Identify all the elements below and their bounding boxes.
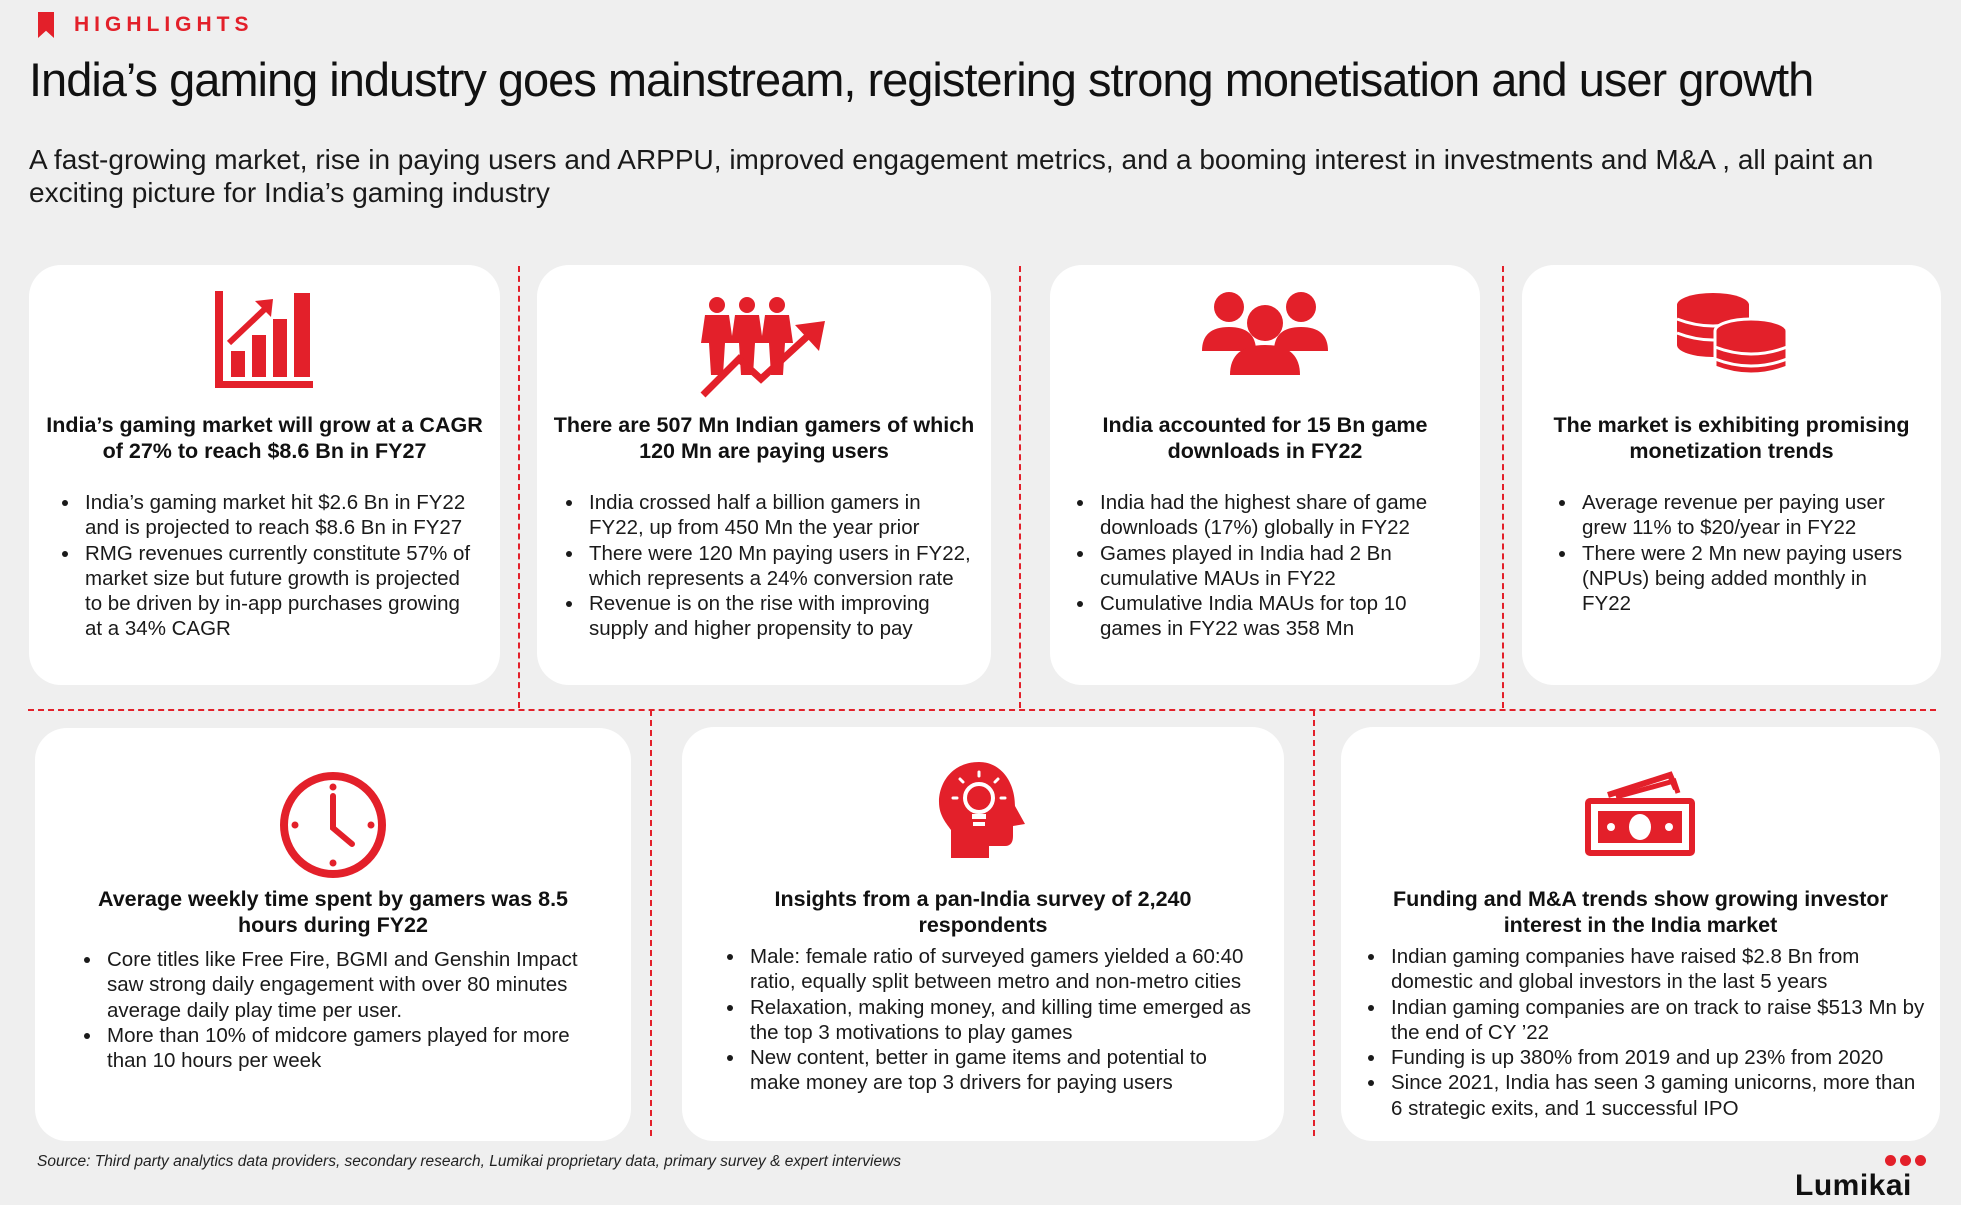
bookmark-icon bbox=[38, 12, 54, 38]
card-title: There are 507 Mn Indian gamers of which … bbox=[553, 413, 975, 463]
card-title: India accounted for 15 Bn game downloads… bbox=[1102, 413, 1428, 463]
card-bullets: India had the highest share of game down… bbox=[1064, 490, 1464, 642]
users-group-icon bbox=[1202, 292, 1328, 375]
logo-dots-icon bbox=[1885, 1155, 1926, 1166]
divider bbox=[1313, 710, 1315, 1136]
growth-bar-chart-icon bbox=[214, 291, 313, 388]
list-item: Indian gaming companies have raised $2.8… bbox=[1387, 944, 1926, 995]
head-lightbulb-icon bbox=[939, 762, 1025, 858]
list-item: Male: female ratio of surveyed gamers yi… bbox=[746, 944, 1254, 995]
list-item: More than 10% of midcore gamers played f… bbox=[103, 1023, 591, 1074]
source-note: Source: Third party analytics data provi… bbox=[37, 1153, 902, 1170]
list-item: Games played in India had 2 Bn cumulativ… bbox=[1096, 541, 1464, 592]
highlight-card-survey: Insights from a pan-India survey of 2,24… bbox=[682, 727, 1284, 1141]
divider bbox=[1502, 266, 1504, 708]
money-bills-icon bbox=[1584, 771, 1695, 856]
list-item: Funding is up 380% from 2019 and up 23% … bbox=[1387, 1045, 1926, 1070]
highlight-card-downloads: India accounted for 15 Bn game downloads… bbox=[1050, 265, 1480, 685]
card-bullets: Average revenue per paying user grew 11%… bbox=[1546, 490, 1911, 616]
highlight-card-gamers: There are 507 Mn Indian gamers of which … bbox=[537, 265, 991, 685]
list-item: Average revenue per paying user grew 11%… bbox=[1578, 490, 1911, 541]
divider bbox=[1019, 266, 1021, 708]
highlight-card-funding: Funding and M&A trends show growing inve… bbox=[1341, 727, 1940, 1141]
brand-logo: Lumikai bbox=[1795, 1155, 1930, 1203]
section-tag: HIGHLIGHTS bbox=[38, 12, 254, 38]
list-item: Indian gaming companies are on track to … bbox=[1387, 995, 1926, 1046]
card-bullets: Male: female ratio of surveyed gamers yi… bbox=[714, 944, 1254, 1096]
list-item: India had the highest share of game down… bbox=[1096, 490, 1464, 541]
card-bullets: India crossed half a billion gamers in F… bbox=[553, 490, 977, 642]
clock-icon bbox=[280, 772, 386, 878]
list-item: There were 120 Mn paying users in FY22, … bbox=[585, 541, 977, 592]
card-bullets: India’s gaming market hit $2.6 Bn in FY2… bbox=[49, 490, 480, 642]
list-item: Since 2021, India has seen 3 gaming unic… bbox=[1387, 1070, 1926, 1121]
page-subtitle: A fast-growing market, rise in paying us… bbox=[29, 144, 1874, 208]
card-title: Funding and M&A trends show growing inve… bbox=[1393, 887, 1888, 937]
card-title: Insights from a pan-India survey of 2,24… bbox=[774, 887, 1192, 937]
list-item: New content, better in game items and po… bbox=[746, 1045, 1254, 1096]
list-item: There were 2 Mn new paying users (NPUs) … bbox=[1578, 541, 1911, 617]
card-title: Average weekly time spent by gamers was … bbox=[97, 887, 569, 937]
people-growth-arrow-icon bbox=[700, 297, 825, 398]
card-title: India’s gaming market will grow at a CAG… bbox=[46, 413, 483, 463]
list-item: India crossed half a billion gamers in F… bbox=[585, 490, 977, 541]
list-item: Core titles like Free Fire, BGMI and Gen… bbox=[103, 947, 591, 1023]
card-bullets: Indian gaming companies have raised $2.8… bbox=[1355, 944, 1926, 1121]
list-item: Relaxation, making money, and killing ti… bbox=[746, 995, 1254, 1046]
highlight-card-time-spent: Average weekly time spent by gamers was … bbox=[35, 728, 631, 1141]
divider bbox=[518, 266, 520, 708]
highlight-card-monetization: The market is exhibiting promising monet… bbox=[1522, 265, 1941, 685]
list-item: Revenue is on the rise with improving su… bbox=[585, 591, 977, 642]
list-item: India’s gaming market hit $2.6 Bn in FY2… bbox=[81, 490, 480, 541]
logo-wordmark: Lumikai bbox=[1795, 1169, 1912, 1202]
list-item: Cumulative India MAUs for top 10 games i… bbox=[1096, 591, 1464, 642]
coin-stack-icon bbox=[1675, 293, 1788, 376]
card-bullets: Core titles like Free Fire, BGMI and Gen… bbox=[71, 947, 591, 1073]
section-tag-label: HIGHLIGHTS bbox=[74, 13, 254, 36]
highlight-card-market-growth: India’s gaming market will grow at a CAG… bbox=[29, 265, 500, 685]
page-title: India’s gaming industry goes mainstream,… bbox=[29, 53, 1814, 106]
card-title: The market is exhibiting promising monet… bbox=[1553, 413, 1910, 463]
list-item: RMG revenues currently constitute 57% of… bbox=[81, 541, 480, 642]
divider bbox=[28, 709, 1936, 711]
divider bbox=[650, 710, 652, 1136]
